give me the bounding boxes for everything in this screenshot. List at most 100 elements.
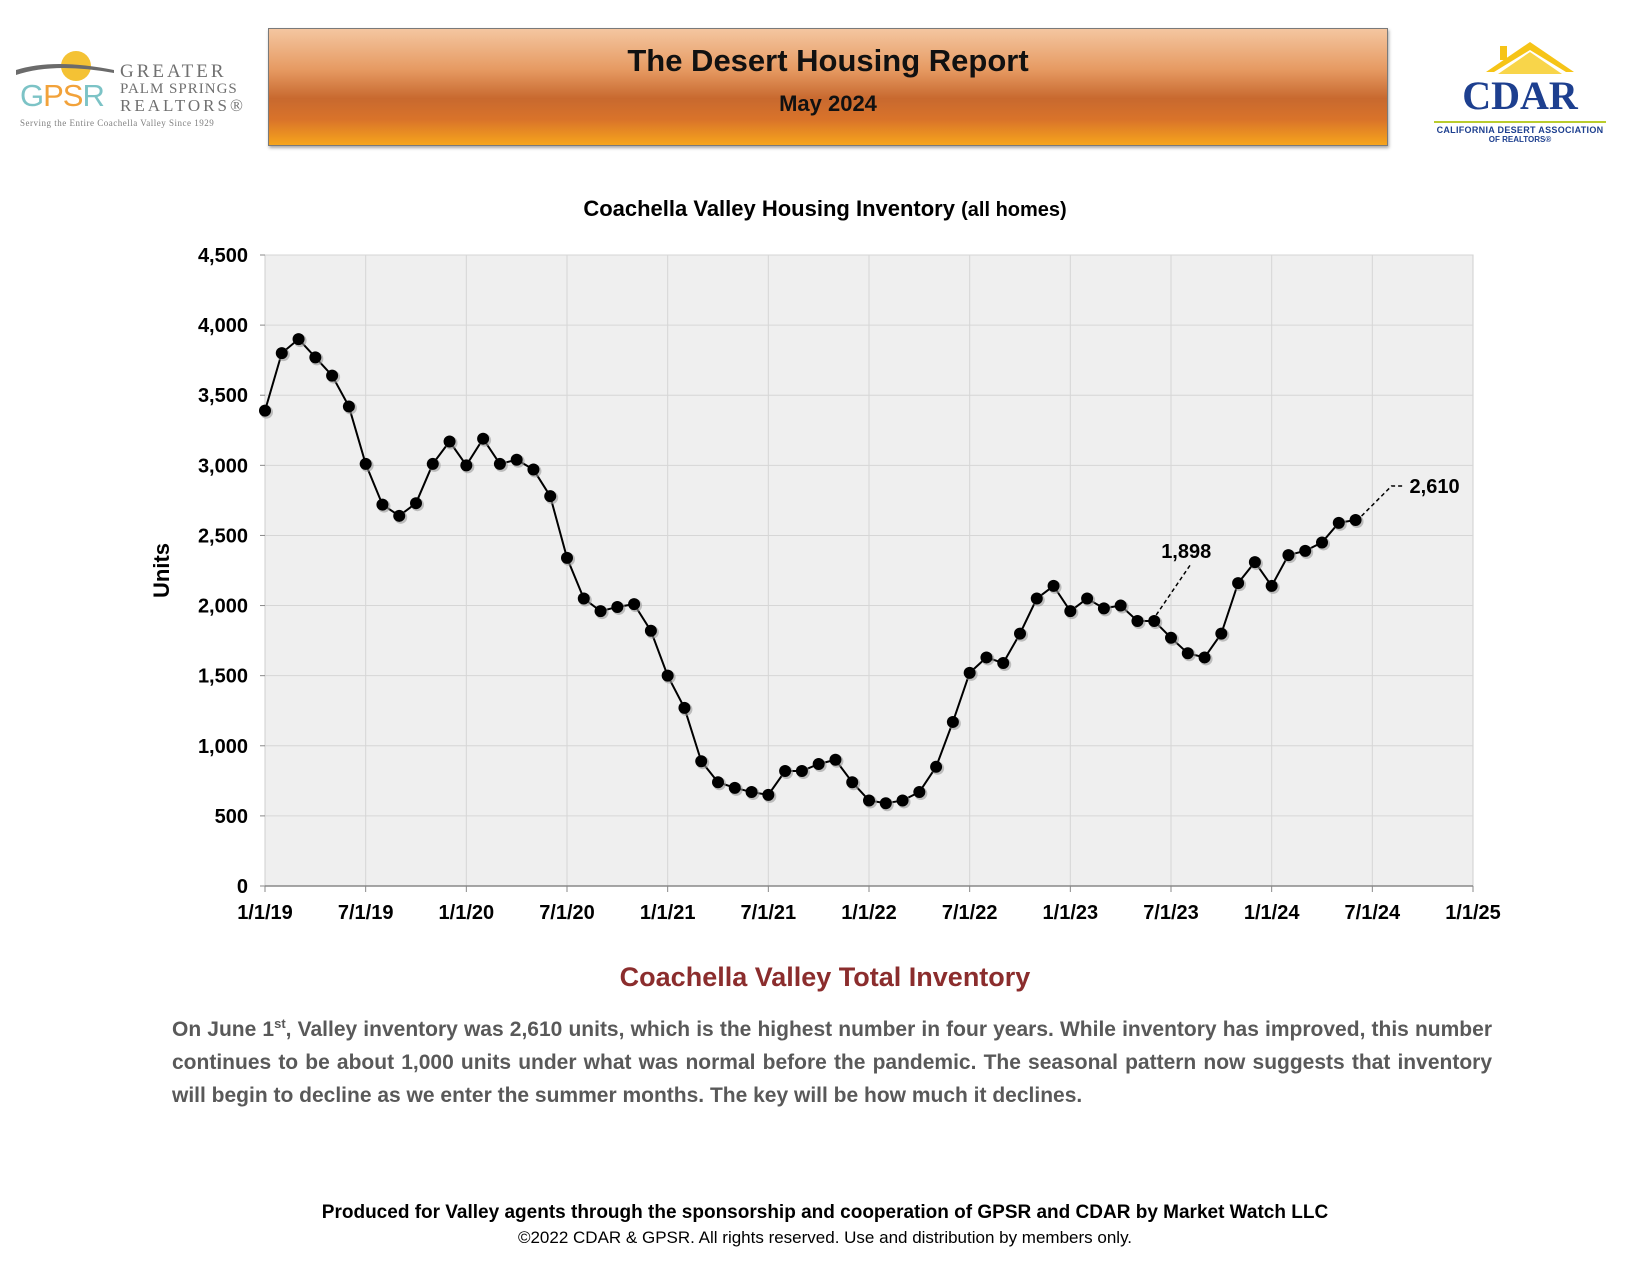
data-point (1349, 514, 1362, 527)
data-point (678, 701, 691, 714)
data-point (1332, 516, 1345, 529)
data-point (326, 369, 339, 382)
data-point (913, 786, 926, 799)
data-point (1232, 577, 1245, 590)
data-point (1047, 579, 1060, 592)
data-point (1198, 651, 1211, 664)
x-tick-label: 1/1/21 (640, 902, 696, 924)
x-tick-label: 7/1/21 (741, 902, 797, 924)
data-point (829, 753, 842, 766)
gpsr-initials: GPSR (20, 78, 105, 114)
data-point (896, 794, 909, 807)
footer-sponsorship: Produced for Valley agents through the s… (321, 1202, 1329, 1223)
data-point (493, 457, 506, 470)
x-tick-label: 7/1/20 (539, 902, 595, 924)
data-point (259, 404, 271, 417)
data-point (946, 715, 959, 728)
data-point (292, 333, 305, 346)
cdar-subtitle-1: CALIFORNIA DESERT ASSOCIATION (1436, 125, 1604, 135)
x-tick-label: 1/1/20 (439, 902, 495, 924)
data-point (930, 760, 943, 773)
data-point (577, 592, 590, 605)
data-point (594, 605, 607, 618)
data-point (426, 457, 439, 470)
data-point (510, 453, 523, 466)
x-tick-label: 1/1/19 (237, 902, 293, 924)
data-point (762, 788, 775, 801)
report-title: The Desert Housing Report (627, 43, 1029, 78)
section-title: Coachella Valley Total Inventory (619, 962, 1031, 992)
data-point (1215, 627, 1228, 640)
data-point (342, 400, 355, 413)
x-tick-label: 1/1/24 (1244, 902, 1300, 924)
cdar-divider (1434, 121, 1606, 123)
y-tick-label: 500 (215, 806, 248, 828)
y-tick-label: 1,000 (198, 736, 248, 758)
gpsr-letters-ps: PS (43, 78, 83, 113)
x-tick-label: 1/1/23 (1043, 902, 1099, 924)
narrative-paragraph: On June 1st, Valley inventory was 2,610 … (172, 1013, 1492, 1112)
gpsr-letter-g: G (20, 78, 44, 113)
y-tick-label: 4,500 (198, 245, 248, 267)
data-point (1064, 605, 1077, 618)
data-point (879, 797, 892, 810)
gpsr-tagline: Serving the Entire Coachella Valley Sinc… (20, 118, 215, 128)
data-point (1081, 592, 1094, 605)
data-point (1282, 549, 1295, 562)
data-point (309, 351, 322, 364)
gpsr-logo: GPSR GREATER PALM SPRINGS REALTORS® Serv… (14, 48, 244, 138)
data-point (1316, 536, 1328, 549)
x-tick-label: 7/1/23 (1143, 902, 1199, 924)
data-point (963, 666, 976, 679)
data-point (527, 463, 540, 476)
data-point (359, 457, 372, 470)
data-point (611, 600, 624, 613)
x-tick-label: 1/1/22 (841, 902, 897, 924)
data-point (1114, 599, 1127, 612)
data-point (443, 435, 456, 448)
cdar-name: CDAR (1462, 73, 1578, 118)
y-tick-label: 3,500 (198, 385, 248, 407)
data-point (1131, 614, 1144, 627)
callout-label: 1,898 (1161, 541, 1211, 563)
cdar-logo: CDAR CALIFORNIA DESERT ASSOCIATION OF RE… (1420, 38, 1620, 148)
data-point (846, 776, 859, 789)
data-point (376, 498, 389, 511)
data-point (745, 786, 758, 799)
data-point (695, 755, 708, 768)
chart-title: Coachella Valley Housing Inventory (all … (0, 196, 1650, 222)
chart-title-suffix: (all homes) (961, 199, 1067, 221)
inventory-line-chart: 0 500 1,000 1,500 2,000 2,500 3,000 3,500 4,000 4… (149, 245, 1501, 924)
callout-leader (1361, 485, 1404, 517)
x-tick-label: 1/1/25 (1445, 902, 1501, 924)
y-tick-label: 2,000 (198, 596, 248, 618)
gpsr-letter-r: R (82, 78, 104, 113)
gpsr-word-palm-springs: PALM SPRINGS (120, 81, 238, 97)
narrative-superscript: st (274, 1016, 286, 1031)
house-roof-icon (1486, 42, 1574, 74)
data-point (1097, 602, 1110, 615)
gpsr-word-greater: GREATER (120, 61, 227, 82)
data-point (1165, 631, 1177, 644)
data-point (863, 794, 875, 807)
data-point (393, 509, 406, 522)
narrative-part-2: , Valley inventory was 2,610 units, whic… (172, 1018, 1492, 1107)
callout-label: 2,610 (1410, 476, 1460, 498)
data-point (628, 598, 641, 611)
x-tick-label: 7/1/24 (1345, 902, 1401, 924)
data-point (544, 490, 557, 503)
data-point (275, 347, 288, 360)
data-point (460, 459, 473, 472)
data-point (795, 765, 808, 778)
gpsr-word-realtors: REALTORS® (120, 96, 246, 115)
y-tick-label: 1,500 (198, 666, 248, 688)
data-point (1181, 647, 1194, 660)
footer-copyright: ©2022 CDAR & GPSR. All rights reserved. … (517, 1228, 1133, 1247)
data-point (561, 551, 573, 564)
y-tick-label: 4,000 (198, 315, 248, 337)
data-point (410, 497, 422, 510)
y-tick-label: 3,000 (198, 455, 248, 477)
y-tick-label: 0 (237, 876, 248, 898)
data-point (712, 776, 724, 789)
gpsr-wordmark: GREATER PALM SPRINGS REALTORS® (120, 62, 246, 114)
